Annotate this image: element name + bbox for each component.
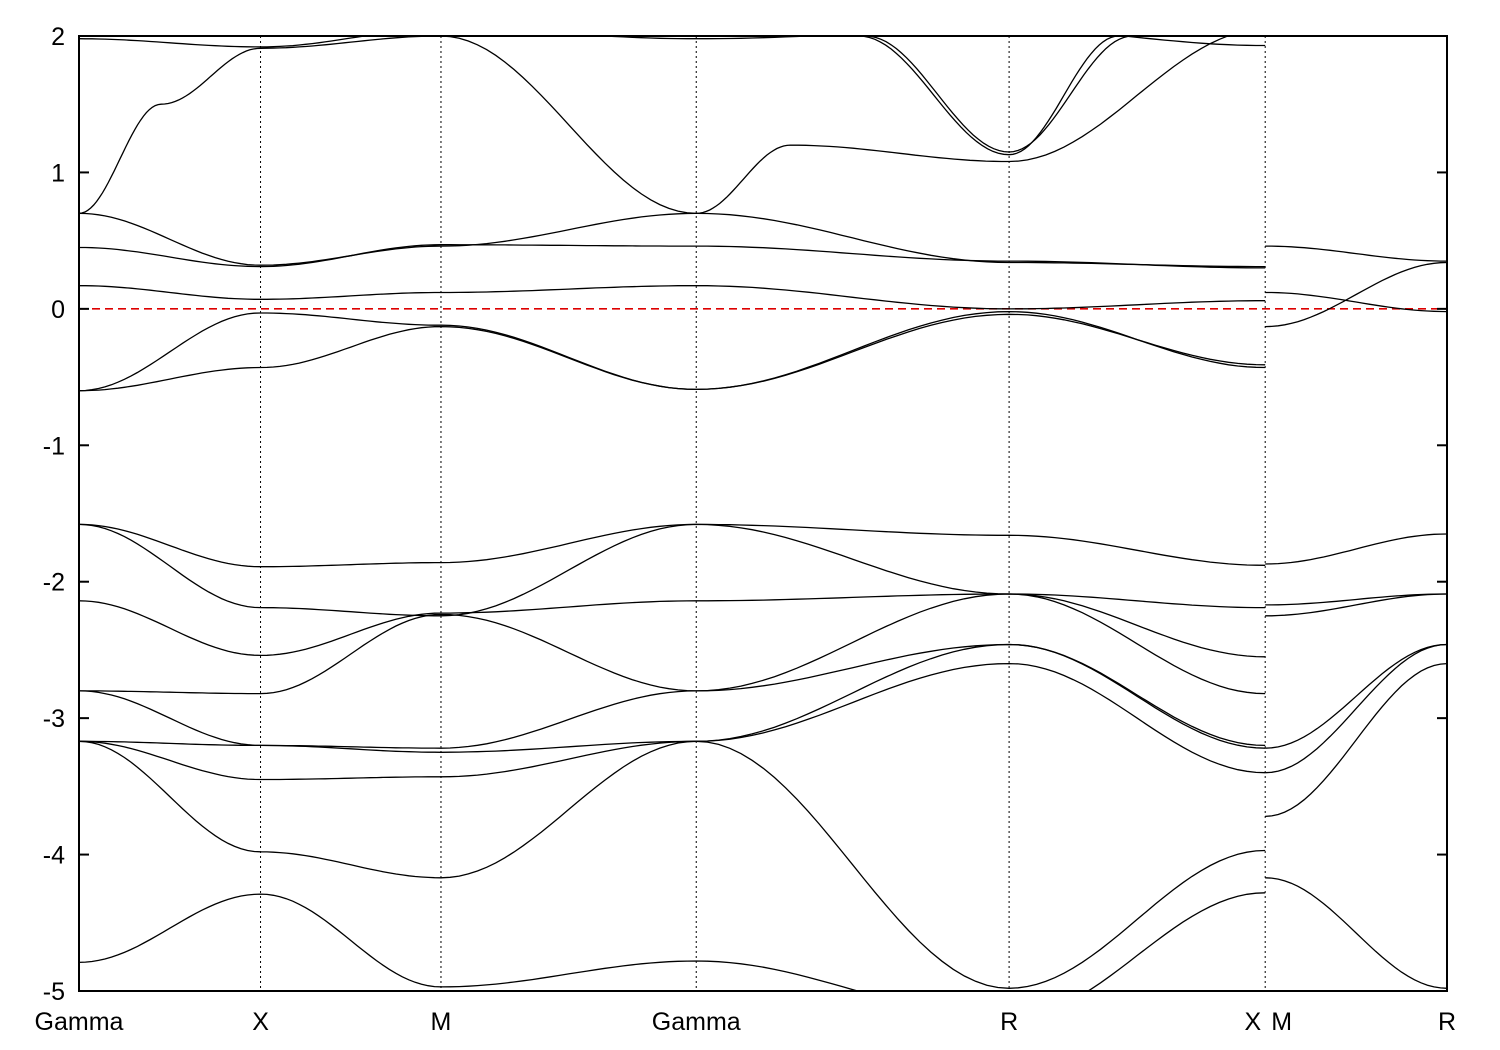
x-tick-label: R	[1000, 1008, 1018, 1036]
band-line-20	[79, 892, 1266, 991]
band-line-17	[79, 643, 1266, 753]
x-tick-label: Gamma	[652, 1008, 741, 1036]
band-line-18	[79, 662, 1266, 781]
band-line-13	[79, 523, 1266, 617]
band-line-25	[1265, 643, 1447, 774]
x-tick-label: X	[1245, 1008, 1262, 1036]
y-tick-label: -5	[43, 978, 65, 1006]
band-line-10	[1265, 291, 1447, 313]
band-line-19	[79, 740, 1266, 989]
y-ticks: -5 -4 -3 -2 -1 0 1 2	[43, 23, 1447, 1006]
x-tick-label: R	[1438, 1008, 1456, 1036]
x-tick-label: X	[252, 1008, 269, 1036]
y-tick-label: -4	[43, 842, 65, 870]
y-tick-label: 1	[51, 159, 65, 187]
band-line-16	[79, 643, 1266, 749]
band-line-6	[79, 285, 1266, 310]
band-line-3	[865, 36, 1133, 153]
band-line-15	[79, 593, 1266, 695]
y-tick-label: 0	[51, 296, 65, 324]
x-tick-label: Gamma	[35, 1008, 124, 1036]
band-line-7	[79, 310, 1266, 392]
band-line-24	[1265, 643, 1447, 749]
band-line-27	[1265, 877, 1447, 989]
band-line-8	[79, 313, 1266, 392]
band-line-12	[79, 523, 1266, 568]
band-line-1	[79, 36, 1230, 215]
y-tick-label: 2	[51, 23, 65, 51]
y-tick-label: -1	[43, 432, 65, 460]
band-line-21	[1265, 533, 1447, 565]
y-tick-label: -2	[43, 569, 65, 597]
band-line-22	[1265, 593, 1447, 606]
x-ticks: Gamma X M Gamma R X M R	[35, 1008, 1456, 1036]
x-tick-label: M	[1271, 1008, 1292, 1036]
y-tick-label: -3	[43, 705, 65, 733]
band-line-9	[1265, 245, 1447, 262]
axes	[78, 35, 1448, 992]
plot-frame	[78, 35, 1448, 992]
band-lines	[79, 36, 1447, 991]
x-tick-label: M	[431, 1008, 452, 1036]
band-line-26	[1265, 662, 1447, 818]
band-line-23	[1265, 593, 1447, 617]
band-line-2	[858, 36, 1119, 156]
band-line-0	[79, 36, 1266, 48]
band-line-14	[79, 593, 1266, 658]
band-line-11	[1265, 261, 1447, 328]
band-line-5	[79, 244, 1266, 269]
band-line-4	[79, 212, 1266, 268]
kpoint-gridlines	[260, 36, 1266, 991]
